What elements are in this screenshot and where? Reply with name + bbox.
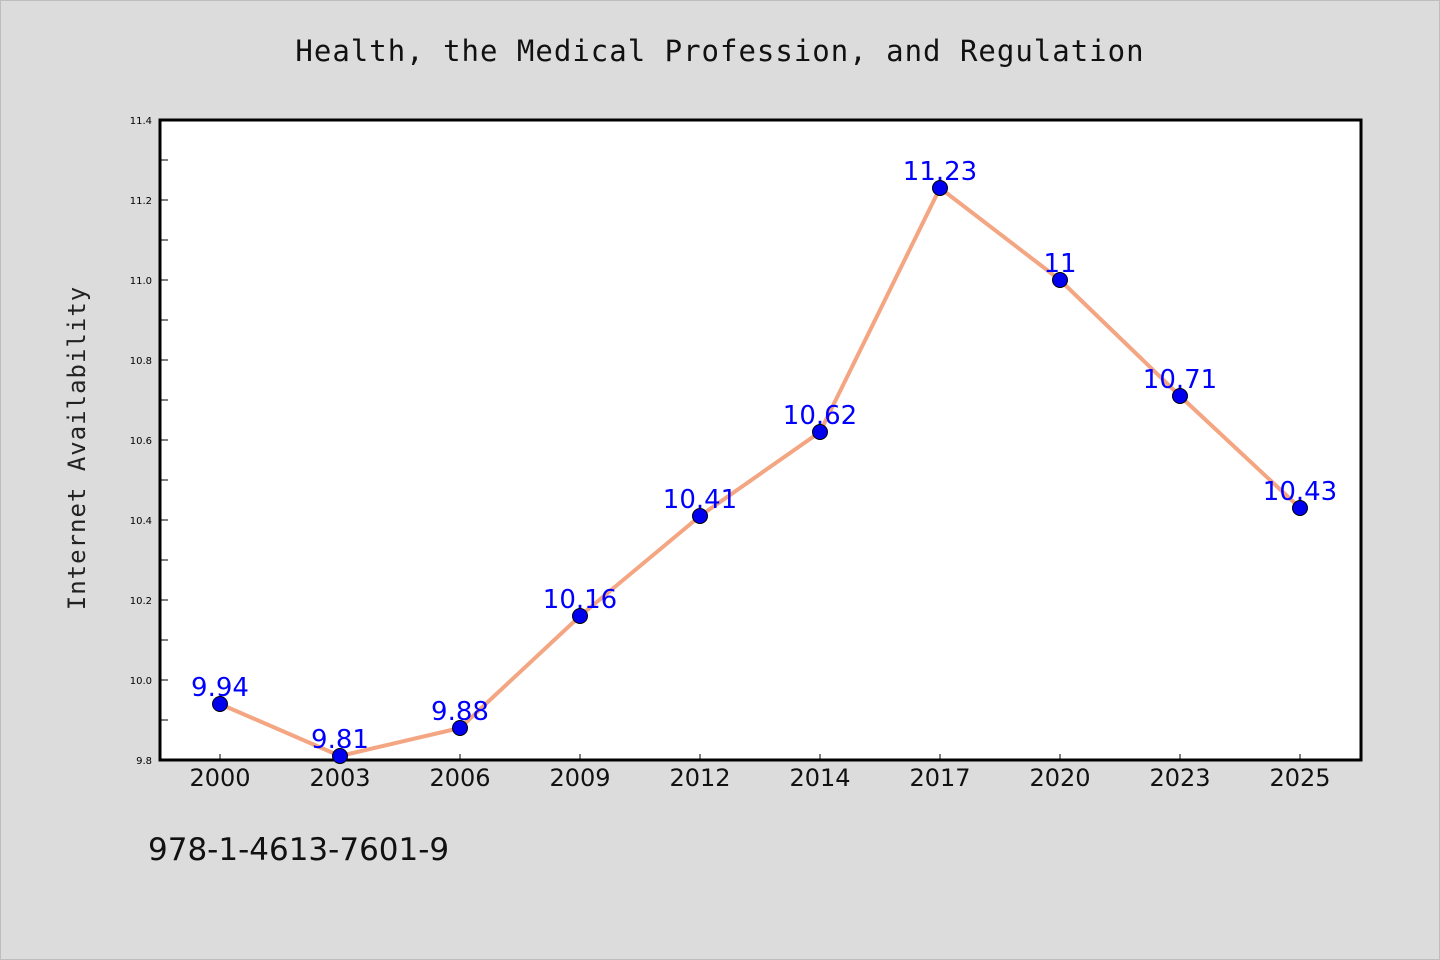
y-tick-label: 9.8 [136, 756, 152, 767]
x-tick-label: 2020 [1029, 764, 1090, 792]
y-tick-label: 10.6 [130, 436, 152, 447]
series-line-group: 9.94 9.81 9.88 10.16 10.41 10.62 11.23 11 10.71 1… [191, 157, 1337, 764]
y-tick-label: 10.0 [130, 676, 152, 687]
x-tick-label: 2023 [1149, 764, 1210, 792]
y-axis-label: Internet Availability [63, 286, 91, 610]
data-label: 11.23 [903, 157, 977, 187]
x-axis: 2000 2003 2006 2009 2012 2014 2017 2020 2023 2025 [189, 754, 1331, 792]
data-label: 10.62 [783, 401, 857, 431]
data-point-marker [332, 748, 348, 764]
x-tick-label: 2003 [309, 764, 370, 792]
data-label: 9.94 [191, 673, 249, 703]
y-axis: 9.8 10.0 10.2 10.4 10.6 10.8 11.0 11.2 11.4 [130, 116, 168, 767]
data-point-marker [1292, 500, 1308, 516]
data-label: 10.16 [543, 585, 617, 615]
data-label: 11 [1043, 249, 1076, 279]
data-label: 9.81 [311, 725, 369, 755]
data-label: 10.43 [1263, 477, 1337, 507]
data-label: 10.41 [663, 485, 737, 515]
x-tick-label: 2009 [549, 764, 610, 792]
plot-area [158, 118, 1363, 762]
data-point-marker [452, 720, 468, 736]
x-tick-label: 2000 [189, 764, 250, 792]
data-point-marker [1172, 388, 1188, 404]
y-tick-label: 10.2 [130, 596, 152, 607]
x-tick-label: 2014 [789, 764, 850, 792]
y-tick-label: 10.8 [130, 356, 152, 367]
x-tick-label: 2006 [429, 764, 490, 792]
x-tick-label: 2017 [909, 764, 970, 792]
y-tick-label: 10.4 [130, 516, 152, 527]
data-point-marker [932, 180, 948, 196]
data-point-marker [812, 424, 828, 440]
x-tick-label: 2012 [669, 764, 730, 792]
series-line [218, 186, 1302, 758]
y-tick-label: 11.2 [130, 196, 152, 207]
data-label: 9.88 [431, 697, 489, 727]
data-point-marker [572, 608, 588, 624]
x-tick-label: 2025 [1269, 764, 1330, 792]
chart-title: Health, the Medical Profession, and Regu… [295, 34, 1145, 68]
y-tick-label: 11.4 [130, 116, 152, 127]
isbn-text: 978-1-4613-7601-9 [148, 832, 450, 868]
data-label: 10.71 [1143, 365, 1217, 395]
data-point-marker [212, 696, 228, 712]
data-point-marker [692, 508, 708, 524]
y-tick-label: 11.0 [130, 276, 152, 287]
data-point-marker [1052, 272, 1068, 288]
